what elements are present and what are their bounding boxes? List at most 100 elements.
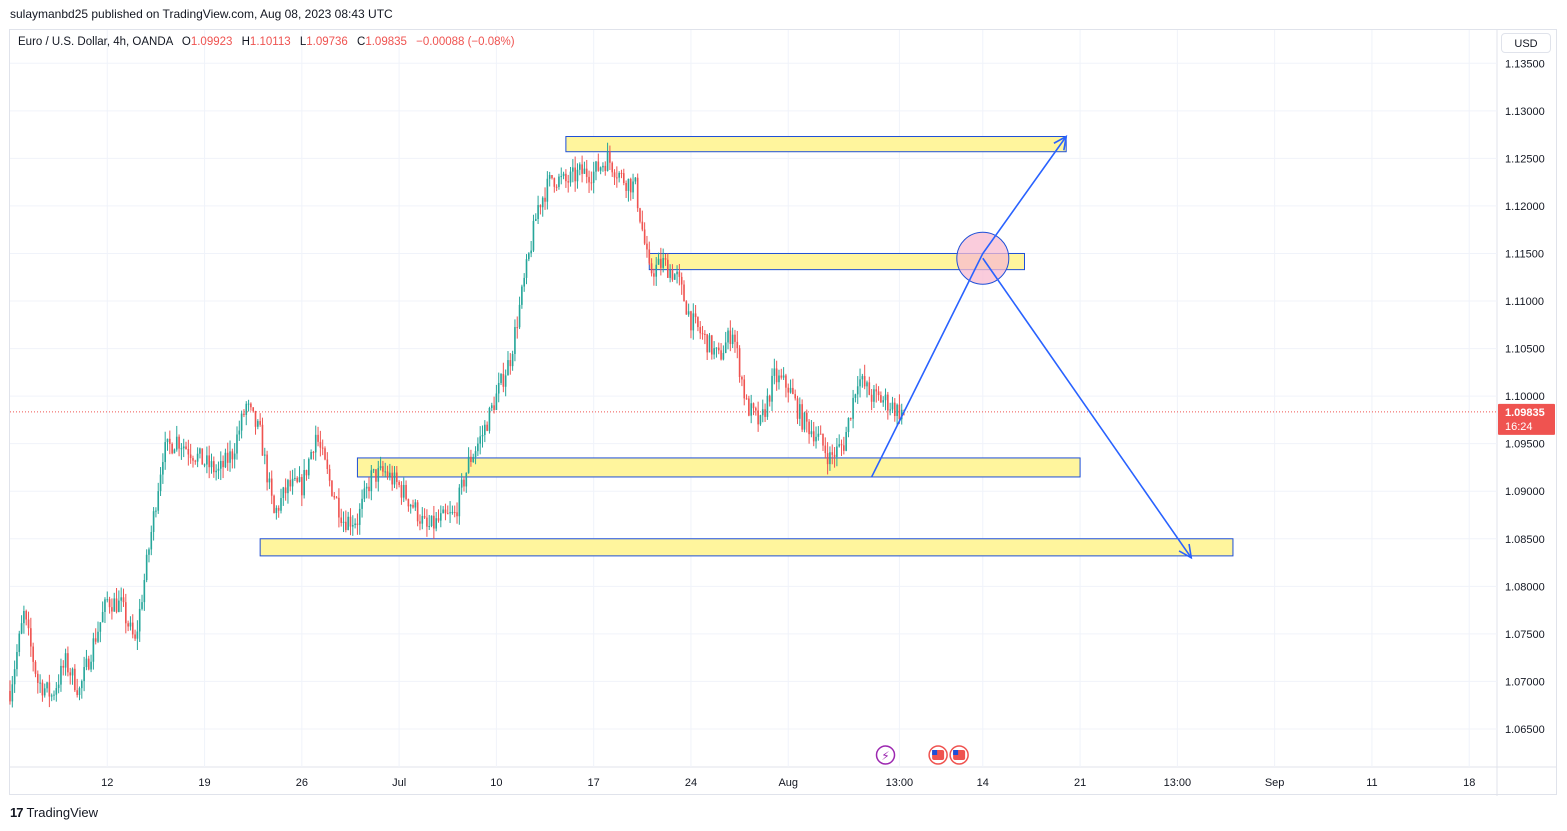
candle-body — [657, 258, 660, 265]
tradingview-brand[interactable]: 17 TradingView — [10, 805, 98, 820]
candle-body — [317, 434, 319, 442]
candle-body — [782, 375, 785, 378]
candle-body — [321, 447, 324, 449]
candle-body — [511, 354, 514, 367]
candle-body — [127, 623, 129, 627]
candle-body — [606, 152, 609, 171]
price-zone-rect — [259, 538, 1234, 557]
candle-body — [328, 469, 331, 481]
candle-body — [143, 580, 146, 603]
candle-body — [247, 403, 250, 405]
candle-body — [400, 484, 403, 498]
candle-body — [342, 521, 345, 523]
candle-body — [856, 386, 859, 395]
candle-body — [222, 460, 224, 468]
candle-body — [312, 451, 315, 453]
candle-body — [474, 451, 477, 458]
candle-body — [280, 498, 282, 511]
candle-body — [282, 487, 285, 499]
candle-body — [157, 491, 160, 511]
candle-body — [92, 638, 95, 662]
candle-body — [597, 161, 600, 171]
candle-body — [307, 459, 310, 476]
candle-body — [736, 341, 739, 349]
candle-body — [405, 484, 407, 500]
candle-body — [326, 459, 329, 470]
candle-body — [78, 688, 81, 695]
candle-body — [233, 453, 236, 460]
candle-body — [502, 373, 505, 387]
currency-button[interactable]: USD — [1501, 33, 1551, 53]
candle-body — [576, 169, 579, 182]
candle-body — [514, 327, 516, 355]
candle-body — [583, 168, 586, 174]
candle-body — [259, 421, 261, 425]
projection-arrow-down — [982, 257, 1192, 559]
candle-body — [208, 455, 211, 468]
price-tick-label: 1.12500 — [1505, 153, 1545, 165]
candle-body — [548, 175, 551, 179]
candle-body — [636, 177, 639, 209]
candle-body — [863, 376, 866, 387]
candle-body — [653, 273, 655, 277]
candle-body — [648, 249, 651, 264]
candle-body — [898, 404, 901, 420]
candle-body — [891, 402, 894, 410]
candle-body — [479, 436, 481, 444]
candle-body — [129, 622, 132, 627]
candle-body — [662, 258, 664, 268]
projection-arrow-down-head — [1178, 543, 1193, 560]
price-tick-label: 1.09000 — [1505, 486, 1545, 498]
candle-body — [780, 375, 783, 378]
candle-body — [294, 477, 296, 479]
candle-body — [849, 418, 852, 420]
candle-body — [57, 684, 60, 689]
candle-body — [799, 404, 801, 419]
candle-body — [643, 229, 646, 244]
candle-body — [509, 360, 512, 367]
candle-body — [231, 451, 234, 460]
candle-body — [345, 521, 347, 530]
high-value: 1.10113 — [249, 36, 291, 48]
candle-body — [240, 413, 243, 431]
candle-body — [639, 208, 641, 222]
candle-body — [164, 442, 166, 463]
candle-body — [683, 284, 685, 302]
candle-body — [30, 628, 32, 647]
high-label: H — [241, 36, 250, 48]
lightning-event-icon — [875, 745, 896, 765]
candle-body — [875, 389, 878, 392]
candle-body — [361, 498, 363, 509]
candle-body — [854, 394, 857, 398]
candle-body — [664, 258, 667, 260]
candle-body — [298, 477, 301, 482]
candle-body — [493, 405, 495, 410]
us-flag-canton — [953, 750, 959, 755]
candle-body — [187, 448, 190, 455]
candle-body — [180, 448, 183, 450]
price-tick-label: 1.08000 — [1505, 581, 1545, 593]
candle-body — [666, 259, 669, 278]
candle-body — [729, 330, 732, 345]
candle-body — [555, 186, 558, 188]
candle-body — [263, 454, 266, 456]
candle-body — [83, 667, 85, 682]
candle-body — [64, 653, 67, 668]
candle-body — [273, 495, 275, 513]
economic-events-markers: ⚡ — [875, 745, 969, 765]
candle-body — [516, 327, 519, 329]
candle-body — [495, 393, 498, 410]
candle-body — [792, 387, 794, 395]
candle-body — [822, 433, 824, 446]
candle-body — [16, 651, 18, 670]
candlestick-series — [9, 142, 905, 708]
candle-body — [428, 526, 431, 528]
candle-body — [178, 436, 180, 449]
candle-body — [796, 398, 799, 419]
candle-body — [893, 402, 896, 417]
close-label: C — [357, 36, 366, 48]
candle-body — [18, 633, 21, 652]
symbol-legend[interactable]: Euro / U.S. Dollar, 4h, OANDA O1.09923 H… — [18, 36, 515, 48]
candle-body — [845, 432, 847, 451]
